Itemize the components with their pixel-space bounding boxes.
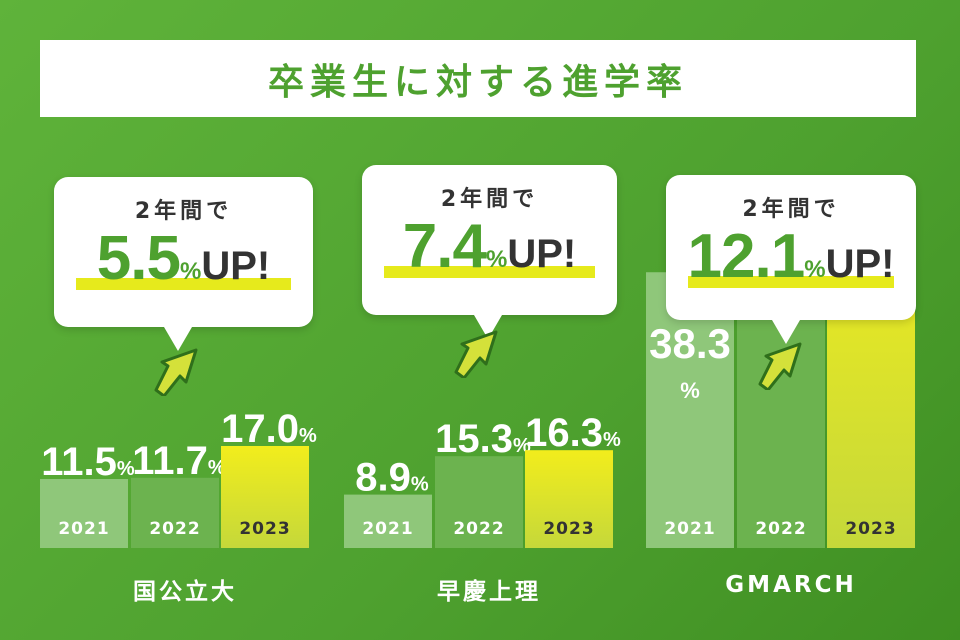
year-label: 2022: [453, 519, 504, 539]
up-right-arrow-icon: [154, 348, 198, 396]
callout-tail: [772, 320, 800, 344]
callout-prefix: 2年間で: [134, 199, 233, 224]
callout-value: 12.1: [687, 222, 806, 291]
bar-2023: [525, 450, 613, 548]
value-label: 15.3%: [435, 417, 531, 461]
callout-main: 7.4%UP!: [362, 211, 617, 282]
chart-panel-gmarch: 38.3%202150.5%202250.4%2023 2年間で 12.1%UP…: [646, 150, 936, 620]
chart-title: 卒業生に対する進学率: [267, 61, 688, 103]
panel-label: 早慶上理: [437, 579, 541, 605]
bar-2021: [40, 479, 128, 548]
bar-2023: [221, 446, 309, 548]
value-label: 8.9%: [355, 456, 429, 500]
callout-bubble: 2年間で 5.5%UP!: [54, 177, 313, 351]
bar-2022: [131, 477, 219, 548]
highlight-bar: [384, 266, 595, 278]
callout-suffix: UP!: [201, 244, 271, 288]
callout-main: 5.5%UP!: [54, 223, 313, 294]
callout-suffix: UP!: [825, 242, 895, 286]
year-label: 2022: [149, 519, 200, 539]
year-label: 2023: [239, 519, 290, 539]
callout-suffix: UP!: [507, 232, 577, 276]
callout-tail: [164, 327, 192, 351]
value-label: 11.5%: [41, 440, 135, 484]
chart-panel-kokkouritsu: 11.5% 2021 11.7% 2022 17.0% 2023 2年間で 5.5%UP!…: [40, 150, 330, 620]
bar-chart-kokkouritsu: 11.5% 2021 11.7% 2022 17.0% 2023: [40, 407, 317, 548]
panel-label: GMARCH: [725, 572, 857, 598]
bar-chart-soukei: 8.9% 2021 15.3% 2022 16.3% 2023: [344, 411, 621, 548]
value-label: 17.0%: [221, 407, 317, 451]
value-label: 16.3%: [525, 411, 621, 455]
bar-2021: [344, 494, 432, 548]
title-banner: 卒業生に対する進学率: [40, 40, 916, 117]
callout-bubble: 2年間で 12.1%UP!: [666, 175, 916, 344]
value-label: 11.7%: [132, 439, 226, 483]
up-right-arrow-icon: [758, 342, 802, 390]
year-label: 2021: [362, 519, 413, 539]
year-label: 2021: [664, 519, 715, 539]
callout-prefix: 2年間で: [742, 197, 840, 222]
panel-label: 国公立大: [133, 579, 237, 605]
year-label: 2021: [58, 519, 109, 539]
callout-prefix: 2年間で: [440, 187, 539, 212]
callout-unit: %: [485, 246, 508, 273]
callout-unit: %: [179, 258, 202, 285]
year-label: 2022: [755, 519, 806, 539]
highlight-bar: [688, 276, 894, 288]
up-right-arrow-icon: [454, 330, 498, 378]
callout-bubble: 2年間で 7.4%UP!: [362, 165, 617, 339]
year-label: 2023: [543, 519, 594, 539]
callout-value: 7.4: [402, 212, 487, 281]
callout-value: 5.5: [96, 224, 181, 293]
callout-main: 12.1%UP!: [666, 221, 916, 292]
highlight-bar: [76, 278, 291, 290]
value-label: 38.3: [649, 320, 731, 367]
value-unit: %: [680, 378, 700, 403]
year-label: 2023: [845, 519, 896, 539]
chart-panel-soukei: 8.9% 2021 15.3% 2022 16.3% 2023 2年間で 7.4%UP! …: [344, 150, 634, 620]
bar-2022: [435, 456, 523, 548]
callout-unit: %: [804, 256, 826, 283]
